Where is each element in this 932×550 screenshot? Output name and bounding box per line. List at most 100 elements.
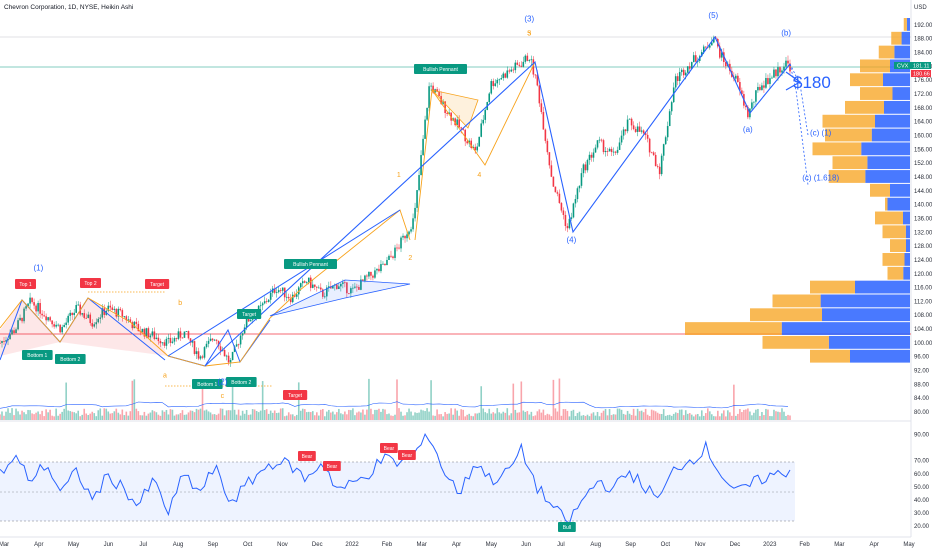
time-tick-label: May [903, 542, 914, 548]
volume-bar [155, 412, 158, 420]
candle-body [201, 356, 204, 358]
volume-bar [452, 414, 454, 420]
price-tick-label: 92.00 [914, 369, 930, 375]
volume-bar [342, 414, 344, 420]
vp-sell-bar [828, 170, 866, 183]
volume-bar [217, 413, 220, 420]
volume-bar [622, 413, 625, 420]
volume-bar [502, 411, 505, 420]
candle-body [289, 298, 292, 303]
price-tick-label: 156.00 [914, 147, 932, 153]
candle-body [195, 351, 198, 354]
pattern-tag-label: Bottom 2 [60, 357, 80, 363]
volume-bar [444, 412, 446, 420]
volume-bar [723, 410, 725, 420]
volume-bar [275, 413, 278, 420]
candle-body [133, 321, 136, 329]
volume-bar [394, 414, 396, 420]
volume-bar [79, 416, 82, 420]
volume-bar [538, 409, 541, 420]
volume-bar [494, 413, 497, 420]
vp-buy-bar [884, 100, 910, 114]
volume-bar [3, 415, 5, 420]
volume-bar [313, 415, 316, 420]
price-candles [0, 35, 791, 367]
candle-body [546, 140, 549, 153]
candle-body [127, 319, 130, 321]
vp-buy-bar [906, 18, 910, 31]
candle-body [753, 101, 755, 103]
vp-buy-bar [855, 280, 910, 294]
candle-body [648, 138, 651, 153]
volume-bar [195, 408, 198, 420]
price-tick-label: 144.00 [914, 189, 932, 195]
volume-bar [702, 415, 705, 420]
candle-body [211, 338, 214, 341]
candle-body [5, 340, 7, 342]
volume-bar [55, 408, 57, 420]
volume-bar [71, 411, 73, 420]
volume-bar [512, 383, 515, 420]
volume-bar [476, 413, 479, 420]
pattern-tag-bg [284, 259, 337, 269]
time-tick-label: May [486, 542, 497, 548]
candle-body [646, 134, 649, 139]
candle-body [295, 294, 298, 297]
candle-body [620, 135, 623, 143]
candle-body [384, 263, 386, 266]
candle-body [711, 42, 713, 46]
volume-bar [299, 410, 302, 420]
volume-bar [759, 415, 761, 420]
volume-bar [61, 411, 63, 420]
candle-body [580, 173, 583, 186]
volume-bar [624, 414, 627, 420]
candle-body [81, 313, 84, 315]
volume-bar [450, 408, 452, 420]
volume-bar [374, 409, 376, 420]
arrow-shape [785, 71, 802, 91]
candle-body [364, 275, 366, 281]
price-tick-label: 112.00 [914, 299, 932, 305]
volume-bar [488, 408, 491, 420]
volume-bar [273, 410, 276, 420]
volume-bar [684, 410, 687, 420]
volume-bar [65, 382, 67, 420]
volume-bar [253, 409, 256, 420]
volume-bar [506, 408, 509, 420]
pattern-tag-label: Bullish Pennant [423, 67, 458, 73]
volume-bar [518, 412, 521, 420]
candle-body [512, 69, 515, 71]
volume-bar [169, 409, 172, 420]
candle-body [672, 87, 675, 103]
volume-bar [686, 413, 689, 420]
volume-bar [281, 408, 284, 420]
candle-body [606, 151, 609, 152]
volume-bar [466, 414, 468, 420]
candle-body [7, 339, 9, 341]
rsi-tick-label: 50.00 [914, 485, 930, 491]
volume-bar [590, 413, 593, 420]
price-tick-label: 140.00 [914, 203, 932, 209]
time-axis[interactable]: Mar Apr May Jun Jul Aug Sep Oct Nov Dec 2022 Feb Mar… [0, 542, 915, 548]
volume-bar [125, 411, 128, 420]
rsi-axis[interactable]: 90.00 70.00 60.00 50.00 40.00 30.00 20.00 [914, 433, 930, 530]
candle-body [336, 284, 338, 289]
price-tick-label: 164.00 [914, 120, 932, 126]
volume-bar [739, 409, 741, 420]
volume-bar [390, 415, 392, 420]
volume-bar [233, 409, 236, 420]
candle-body [151, 331, 154, 336]
volume-bar [283, 416, 286, 420]
candle-body [759, 86, 761, 90]
volume-bar [332, 411, 334, 420]
candle-body [642, 130, 645, 134]
volume-bar [458, 415, 460, 420]
price-tick-label: 88.00 [914, 382, 930, 388]
candle-body [586, 160, 589, 171]
candle-body [167, 337, 170, 339]
time-tick-label: Jul [557, 542, 565, 548]
candle-body [181, 337, 184, 339]
volume-bar [243, 413, 246, 420]
volume-bar [69, 411, 71, 420]
